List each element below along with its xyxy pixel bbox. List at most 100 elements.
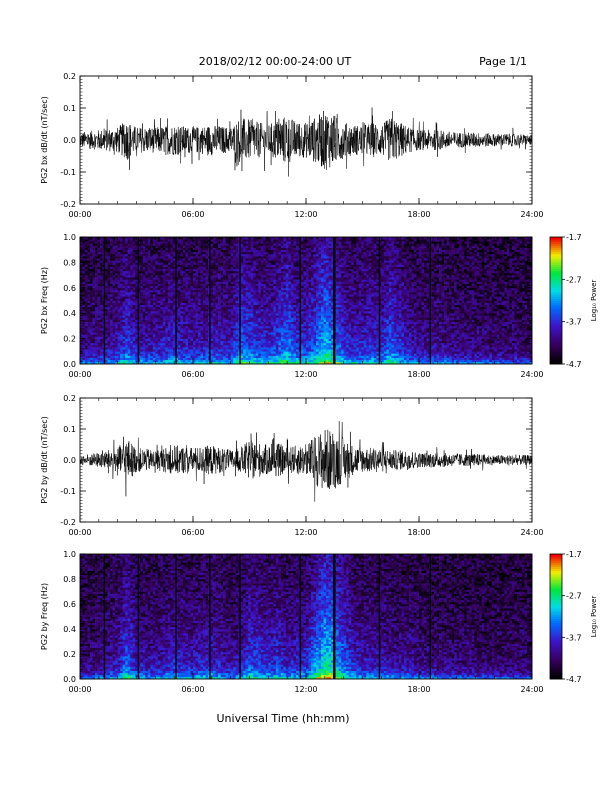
heat-cell bbox=[240, 285, 244, 289]
heat-cell bbox=[288, 349, 292, 352]
heat-cell bbox=[233, 272, 236, 276]
heat-cell bbox=[263, 251, 267, 255]
heat-cell bbox=[112, 300, 116, 303]
heat-cell bbox=[165, 281, 169, 284]
heat-cell bbox=[263, 336, 267, 339]
heat-cell bbox=[280, 275, 284, 278]
heat-cell bbox=[135, 315, 139, 318]
heat-cell bbox=[193, 300, 196, 303]
heat-cell bbox=[218, 349, 221, 352]
heat-cell bbox=[223, 353, 226, 356]
heat-cell bbox=[95, 353, 98, 356]
heat-cell bbox=[220, 319, 224, 322]
heat-cell bbox=[112, 260, 116, 263]
heat-cell bbox=[135, 239, 139, 242]
heat-cell bbox=[243, 328, 247, 331]
heat-cell bbox=[120, 260, 123, 263]
heat-cell bbox=[240, 258, 244, 261]
heat-cell bbox=[258, 237, 262, 240]
heat-cell bbox=[100, 313, 103, 316]
heat-cell bbox=[190, 308, 194, 312]
heat-cell bbox=[253, 260, 257, 263]
heat-cell bbox=[268, 262, 272, 265]
heat-cell bbox=[223, 289, 226, 293]
heat-cell bbox=[258, 311, 262, 314]
heat-cell bbox=[142, 361, 146, 365]
heat-cell bbox=[233, 256, 236, 259]
heat-cell bbox=[213, 340, 216, 344]
heat-cell bbox=[152, 270, 156, 274]
heat-cell bbox=[245, 264, 249, 267]
heat-cell bbox=[203, 323, 206, 327]
heat-cell bbox=[275, 298, 279, 301]
heat-cell bbox=[162, 315, 166, 318]
heat-cell bbox=[120, 275, 123, 278]
heat-cell bbox=[177, 287, 181, 291]
heat-cell bbox=[283, 275, 287, 278]
heat-cell bbox=[170, 349, 174, 352]
heat-cell bbox=[243, 266, 247, 270]
heat-cell bbox=[82, 325, 86, 329]
heat-cell bbox=[137, 279, 141, 282]
heat-cell bbox=[223, 302, 226, 306]
heat-cell bbox=[200, 237, 204, 240]
heat-cell bbox=[285, 340, 289, 344]
heat-cell bbox=[260, 317, 264, 320]
heat-cell bbox=[278, 306, 282, 310]
heat-cell bbox=[263, 323, 267, 327]
heat-cell bbox=[110, 302, 113, 306]
heat-cell bbox=[175, 275, 179, 278]
heat-cell bbox=[235, 357, 239, 361]
heat-cell bbox=[205, 247, 209, 250]
heat-cell bbox=[132, 268, 136, 272]
heat-cell bbox=[180, 311, 184, 314]
heat-cell bbox=[125, 251, 129, 255]
heat-cell bbox=[95, 323, 98, 327]
heat-cell bbox=[132, 243, 136, 246]
heat-cell bbox=[273, 323, 277, 327]
heat-cell bbox=[130, 315, 134, 318]
heat-cell bbox=[107, 253, 111, 257]
heat-cell bbox=[258, 256, 262, 259]
heat-cell bbox=[225, 258, 229, 261]
panel-2-heatmap bbox=[80, 237, 533, 365]
heat-cell bbox=[263, 272, 267, 276]
heat-cell bbox=[283, 342, 287, 346]
heat-cell bbox=[172, 349, 176, 352]
heat-cell bbox=[82, 334, 86, 337]
heat-cell bbox=[145, 272, 149, 276]
heat-cell bbox=[180, 256, 184, 259]
heat-cell bbox=[275, 357, 279, 361]
heat-cell bbox=[193, 260, 196, 263]
heat-cell bbox=[177, 340, 181, 344]
heat-cell bbox=[115, 266, 118, 270]
heat-cell bbox=[245, 253, 249, 257]
heat-cell bbox=[253, 270, 257, 274]
heat-cell bbox=[230, 302, 234, 306]
heat-cell bbox=[110, 251, 113, 255]
heat-cell bbox=[200, 277, 204, 280]
heat-cell bbox=[130, 311, 134, 314]
heat-cell bbox=[130, 357, 134, 361]
heat-cell bbox=[275, 342, 279, 346]
heat-cell bbox=[263, 332, 267, 335]
heat-cell bbox=[92, 321, 96, 325]
heat-cell bbox=[278, 351, 282, 354]
heat-cell bbox=[210, 294, 214, 297]
heat-cell bbox=[115, 342, 118, 346]
heat-cell bbox=[263, 357, 267, 361]
heat-cell bbox=[280, 319, 284, 322]
heat-cell bbox=[135, 338, 139, 342]
heat-cell bbox=[117, 336, 121, 339]
heat-cell bbox=[225, 298, 229, 301]
heat-cell bbox=[273, 258, 277, 261]
heat-cell bbox=[120, 289, 123, 293]
heat-cell bbox=[193, 311, 196, 314]
heat-cell bbox=[137, 328, 141, 331]
heat-cell bbox=[147, 342, 151, 346]
heat-cell bbox=[245, 357, 249, 361]
heat-cell bbox=[210, 275, 214, 278]
heat-cell bbox=[150, 332, 154, 335]
heat-cell bbox=[115, 308, 118, 312]
heat-cell bbox=[112, 342, 116, 346]
